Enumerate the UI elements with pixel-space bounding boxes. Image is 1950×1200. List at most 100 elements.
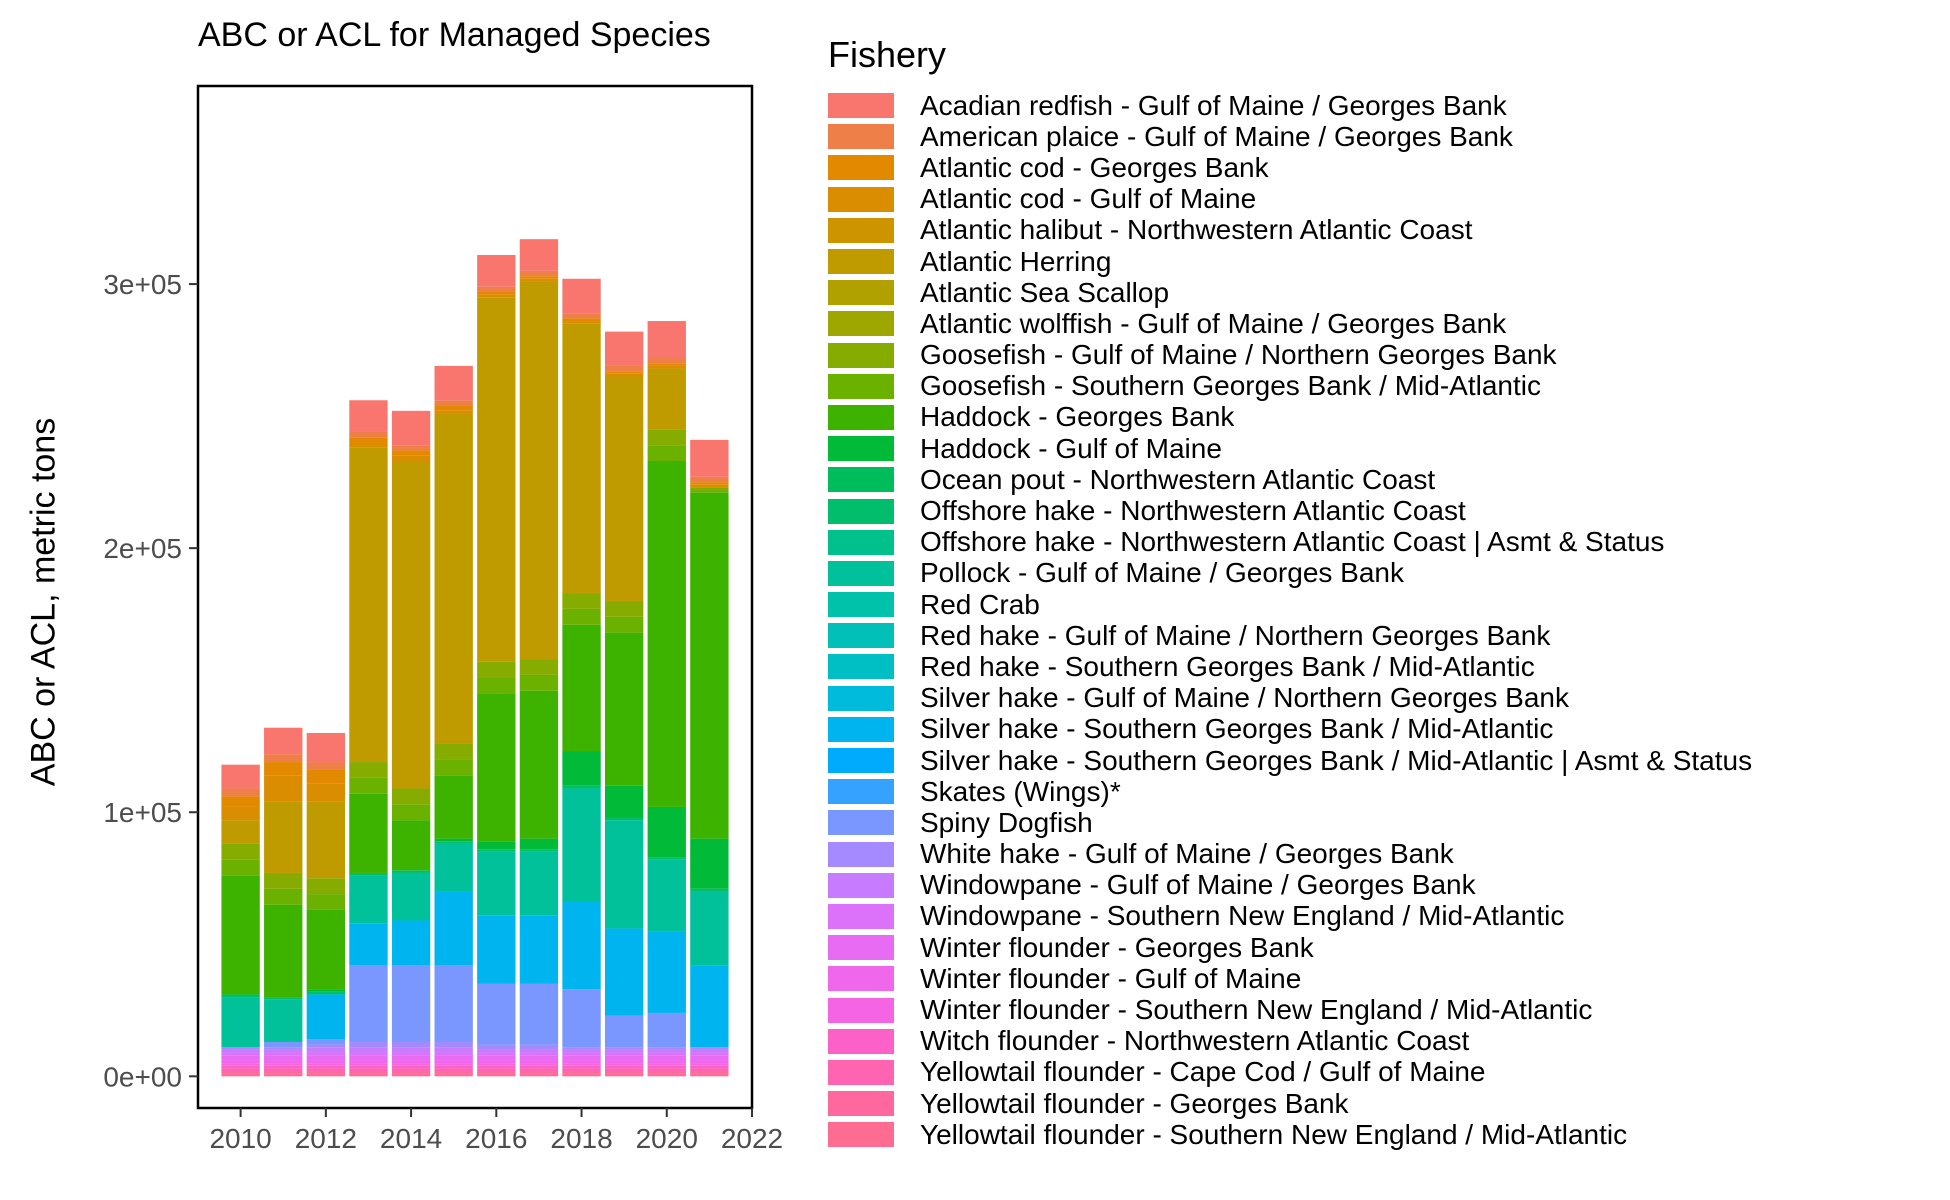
bar-segment-2016-s5	[477, 1060, 516, 1064]
legend-item: American plaice - Gulf of Maine / George…	[828, 121, 1752, 152]
bar-segment-2019-s22	[604, 785, 644, 818]
y-axis-ticks: 0e+00 1e+05 2e+05 3e+05	[103, 269, 198, 1092]
bar-segment-2012-s31	[306, 769, 346, 784]
bar-segment-2017-s24	[519, 674, 559, 691]
bar-segment-2018-s5	[562, 1060, 601, 1064]
legend-label: Silver hake - Gulf of Maine / Northern G…	[920, 682, 1569, 714]
bar-segment-2011-s28	[264, 801, 303, 873]
bar-segment-2021-s31	[690, 482, 729, 485]
bar-segment-2019-s9	[604, 1047, 644, 1050]
legend-key-swatch	[828, 404, 894, 430]
bar-segment-2017-s32	[519, 270, 559, 277]
bar-segment-2017-s20	[519, 849, 559, 852]
bar-segment-2016-s3	[477, 1065, 516, 1069]
bar-segment-2021-s23	[690, 492, 729, 839]
bar-segment-2017-s4	[519, 1063, 559, 1066]
legend-label: Winter flounder - Gulf of Maine	[920, 962, 1302, 994]
bar-segment-2018-s3	[562, 1065, 601, 1069]
bar-segment-2013-s25	[349, 762, 388, 778]
bar-segment-2020-s30	[647, 365, 686, 369]
bar-segment-2014-s32	[391, 445, 431, 451]
bar-segment-2010-s23	[221, 875, 260, 995]
bar-segment-2018-s10	[562, 989, 601, 1048]
bar-segment-2014-s13	[391, 920, 431, 966]
legend-item: Yellowtail flounder - Southern New Engla…	[828, 1119, 1752, 1150]
bar-segment-2010-s31	[221, 796, 260, 807]
bar-segment-2014-s23	[391, 820, 431, 871]
legend-label: Winter flounder - Georges Bank	[920, 931, 1314, 963]
bar-segment-2015-s3	[434, 1065, 473, 1069]
bar-segment-2013-s7	[349, 1052, 388, 1056]
bar-segment-2012-s5	[306, 1060, 346, 1064]
bar-segment-2012-s22	[306, 989, 346, 992]
legend-key-swatch	[828, 342, 894, 368]
bar-segment-2010-s6	[221, 1055, 260, 1061]
bar-segment-2010-s20	[221, 994, 260, 998]
bar-segment-2020-s9	[647, 1047, 686, 1050]
legend-label: Winter flounder - Southern New England /…	[920, 994, 1593, 1026]
bar-segment-2014-s0	[391, 1073, 431, 1077]
bar-segment-2014-s1	[391, 1071, 431, 1074]
legend-key-swatch	[828, 592, 894, 618]
bar-segment-2018-s33	[562, 278, 601, 314]
legend-label: Skates (Wings)*	[920, 775, 1121, 807]
bar-segment-2014-s6	[391, 1055, 431, 1061]
bar-segment-2014-s25	[391, 788, 431, 805]
bar-segment-2016-s23	[477, 693, 516, 842]
legend-item: Witch flounder - Northwestern Atlantic C…	[828, 1025, 1752, 1057]
legend-item: Spiny Dogfish	[828, 807, 1752, 838]
bar-segment-2019-s24	[604, 616, 644, 633]
bar-segment-2014-s8	[391, 1047, 431, 1053]
bar-segment-2017-s18	[519, 851, 559, 916]
legend-label: White hake - Gulf of Maine / Georges Ban…	[920, 838, 1454, 870]
bar-segment-2020-s32	[647, 358, 686, 364]
bar-segment-2012-s32	[306, 762, 346, 770]
legend-key-swatch	[828, 373, 894, 399]
bar-segment-2012-s10	[306, 1039, 346, 1045]
bar-segment-2010-s7	[221, 1052, 260, 1056]
x-tick-label: 2010	[209, 1123, 271, 1154]
bar-segment-2016-s31	[477, 291, 516, 295]
bar-segment-2021-s33	[690, 439, 729, 477]
bar-segment-2019-s3	[604, 1065, 644, 1069]
legend-item: Winter flounder - Georges Bank	[828, 932, 1752, 963]
bar-segment-2013-s10	[349, 965, 388, 1042]
legend-item: Windowpane - Southern New England / Mid-…	[828, 900, 1752, 932]
bar-segment-2013-s23	[349, 793, 388, 873]
legend-item: Silver hake - Southern Georges Bank / Mi…	[828, 713, 1752, 745]
bar-segment-2016-s7	[477, 1052, 516, 1056]
bar-segment-2010-s28	[221, 820, 260, 844]
bar-segment-2018-s31	[562, 318, 601, 322]
legend-item: White hake - Gulf of Maine / Georges Ban…	[828, 838, 1752, 870]
bar-segment-2011-s1	[264, 1071, 303, 1074]
bar-segment-2011-s9	[264, 1047, 303, 1050]
bar-segment-2011-s20	[264, 997, 303, 1000]
legend-items: Acadian redfish - Gulf of Maine / George…	[828, 90, 1752, 1150]
legend-label: Haddock - Georges Bank	[920, 401, 1235, 433]
legend-item: Goosefish - Gulf of Maine / Northern Geo…	[828, 339, 1752, 371]
bar-segment-2012-s8	[306, 1047, 346, 1053]
bar-segment-2014-s3	[391, 1065, 431, 1069]
legend-label: Atlantic wolffish - Gulf of Maine / Geor…	[920, 307, 1507, 339]
legend-item: Red hake - Southern Georges Bank / Mid-A…	[828, 651, 1752, 682]
x-tick-label: 2022	[721, 1123, 783, 1154]
legend-key-swatch	[828, 186, 894, 212]
bar-segment-2014-s2	[391, 1068, 431, 1072]
bar-segment-2016-s9	[477, 1044, 516, 1050]
bar-segment-2012-s13	[306, 994, 346, 1040]
legend-item: Atlantic Sea Scallop	[828, 277, 1752, 308]
bar-segment-2021-s2	[690, 1068, 729, 1072]
bar-segment-2021-s5	[690, 1060, 729, 1064]
legend: Fishery Acadian redfish - Gulf of Maine …	[828, 34, 1752, 1150]
bar-segment-2021-s6	[690, 1055, 729, 1061]
bar-segment-2014-s18	[391, 872, 431, 921]
bar-segment-2013-s2	[349, 1068, 388, 1072]
bar-segment-2018-s2	[562, 1068, 601, 1072]
bar-segment-2012-s6	[306, 1055, 346, 1061]
legend-label: Silver hake - Southern Georges Bank / Mi…	[920, 744, 1753, 776]
legend-key-swatch	[828, 872, 894, 898]
bar-segment-2014-s5	[391, 1060, 431, 1064]
legend-item: Pollock - Gulf of Maine / Georges Bank	[828, 557, 1752, 589]
legend-item: Yellowtail flounder - Cape Cod / Gulf of…	[828, 1056, 1752, 1088]
bar-segment-2020-s8	[647, 1049, 686, 1053]
